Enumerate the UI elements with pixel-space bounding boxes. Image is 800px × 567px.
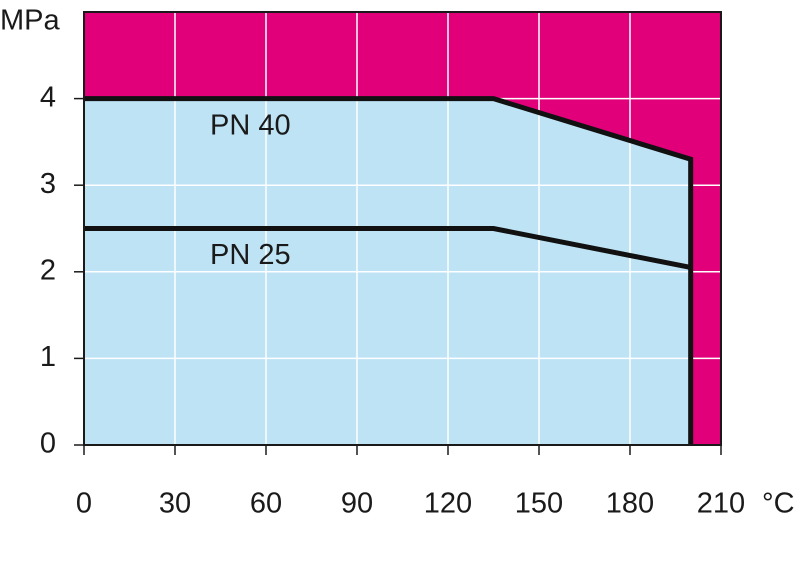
x-axis-label: °C bbox=[762, 488, 795, 520]
x-tick-label: 30 bbox=[159, 488, 191, 520]
x-tick-label: 0 bbox=[76, 488, 92, 520]
y-tick-label: 3 bbox=[40, 168, 56, 200]
x-tick-label: 90 bbox=[341, 488, 373, 520]
x-tick-label: 210 bbox=[697, 488, 745, 520]
plot-border bbox=[83, 11, 722, 446]
y-tick-label: 0 bbox=[40, 428, 56, 460]
x-tick-label: 150 bbox=[515, 488, 563, 520]
x-tick-label: 120 bbox=[424, 488, 472, 520]
y-axis-label: MPa bbox=[0, 5, 61, 37]
y-tick-label: 2 bbox=[40, 254, 56, 286]
series-line bbox=[84, 226, 692, 270]
y-tick-label: 4 bbox=[40, 81, 56, 113]
x-tick-label: 60 bbox=[250, 488, 282, 520]
series-line bbox=[84, 96, 694, 445]
y-tick-label: 1 bbox=[40, 341, 56, 373]
series-label: PN 25 bbox=[210, 239, 291, 271]
series-label: PN 40 bbox=[210, 109, 291, 141]
x-tick-label: 180 bbox=[606, 488, 654, 520]
